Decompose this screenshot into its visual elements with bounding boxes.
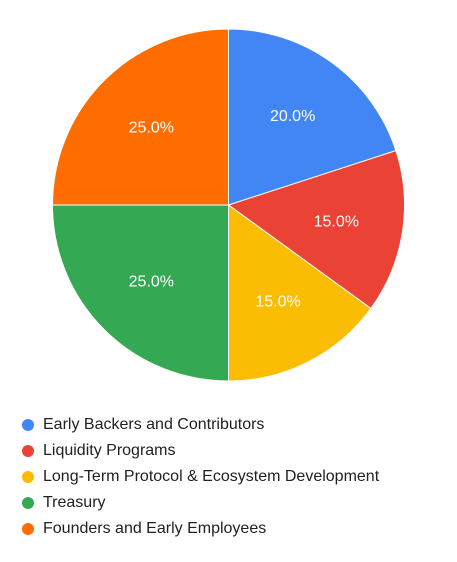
legend-label: Early Backers and Contributors [43,416,265,433]
pie-slice-long-term-protocol-and-ecosystem-development [228,204,372,382]
legend-swatch-icon [22,419,34,431]
legend-label: Liquidity Programs [43,442,176,459]
legend-swatch-icon [22,497,34,509]
legend-item-treasury: Treasury [22,490,452,516]
pie-slice-treasury [51,204,229,382]
pie-slice-early-backers-and-contributors [228,28,397,206]
legend-swatch-icon [22,523,34,535]
pie-slice-liquidity-programs [227,149,405,310]
slice-label-founders-and-early-employees: 25.0% [129,119,174,136]
legend-item-long-term-protocol-and-ecosystem-development: Long-Term Protocol & Ecosystem Developme… [22,464,452,490]
chart-legend: Early Backers and Contributors Liquidity … [22,412,452,542]
slice-label-early-backers-and-contributors: 20.0% [270,108,315,125]
legend-label: Treasury [43,494,106,511]
pie-chart-plot: 20.0% 15.0% 15.0% 25.0% 25.0% [51,28,405,382]
pie-slice-founders-and-early-employees [51,28,229,206]
legend-item-liquidity-programs: Liquidity Programs [22,438,452,464]
slice-label-liquidity-programs: 15.0% [314,214,359,231]
slice-label-treasury: 25.0% [129,274,174,291]
legend-item-early-backers-and-contributors: Early Backers and Contributors [22,412,452,438]
legend-swatch-icon [22,471,34,483]
legend-item-founders-and-early-employees: Founders and Early Employees [22,516,452,542]
legend-label: Founders and Early Employees [43,520,267,537]
legend-label: Long-Term Protocol & Ecosystem Developme… [43,468,380,485]
slice-label-long-term-protocol-and-ecosystem-development: 15.0% [255,294,300,311]
legend-swatch-icon [22,445,34,457]
